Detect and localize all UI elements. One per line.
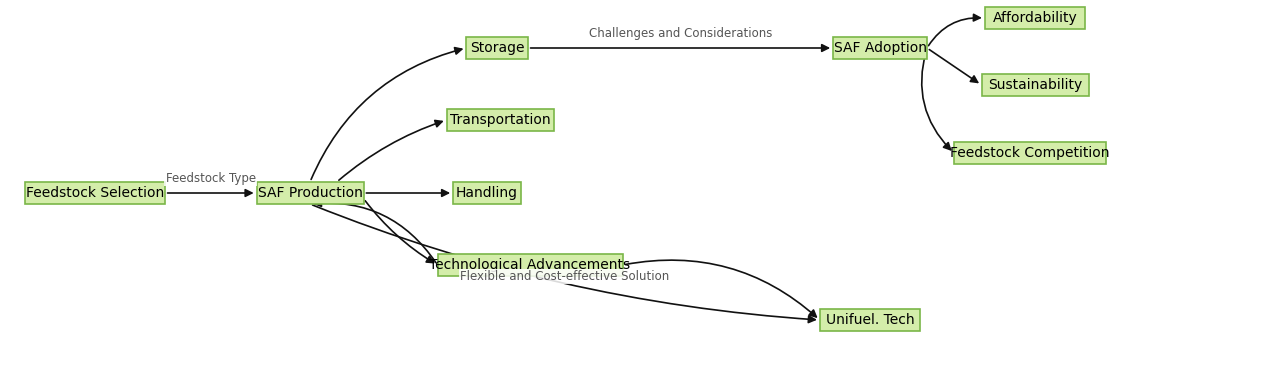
- FancyBboxPatch shape: [984, 7, 1085, 29]
- Text: SAF Production: SAF Production: [257, 186, 362, 200]
- FancyBboxPatch shape: [833, 37, 927, 59]
- Text: Technological Advancements: Technological Advancements: [429, 258, 631, 272]
- Text: Affordability: Affordability: [992, 11, 1078, 25]
- FancyBboxPatch shape: [438, 254, 622, 276]
- FancyBboxPatch shape: [256, 182, 364, 204]
- FancyBboxPatch shape: [453, 182, 521, 204]
- Text: Unifuel. Tech: Unifuel. Tech: [826, 313, 914, 327]
- FancyBboxPatch shape: [466, 37, 527, 59]
- Text: Handling: Handling: [456, 186, 518, 200]
- FancyBboxPatch shape: [819, 309, 920, 331]
- Text: SAF Adoption: SAF Adoption: [833, 41, 927, 55]
- Text: Sustainability: Sustainability: [988, 78, 1082, 92]
- Text: Feedstock Competition: Feedstock Competition: [950, 146, 1110, 160]
- Text: Feedstock Type: Feedstock Type: [165, 172, 256, 185]
- Text: Challenges and Considerations: Challenges and Considerations: [589, 27, 772, 40]
- FancyBboxPatch shape: [954, 142, 1106, 164]
- Text: Feedstock Selection: Feedstock Selection: [26, 186, 164, 200]
- FancyBboxPatch shape: [26, 182, 165, 204]
- Text: Transportation: Transportation: [449, 113, 550, 127]
- Text: Storage: Storage: [470, 41, 525, 55]
- Text: Flexible and Cost-effective Solution: Flexible and Cost-effective Solution: [461, 270, 669, 283]
- FancyBboxPatch shape: [447, 109, 553, 131]
- FancyBboxPatch shape: [982, 74, 1088, 96]
